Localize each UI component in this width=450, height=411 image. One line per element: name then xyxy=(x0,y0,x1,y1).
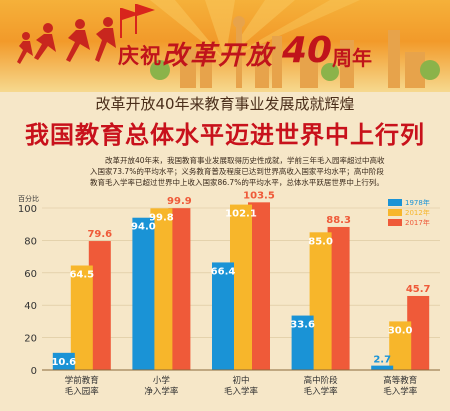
x-tick-label: 净入学率 xyxy=(144,386,179,397)
y-axis-label: 百分比 xyxy=(18,194,39,203)
bar xyxy=(230,204,252,370)
subtitle: 改革开放40年来教育事业发展成就辉煌 xyxy=(95,95,355,113)
data-label: 94.0 xyxy=(131,222,156,233)
data-label: 45.7 xyxy=(406,284,431,295)
bar xyxy=(389,321,412,370)
data-label: 10.6 xyxy=(51,357,76,368)
data-label: 99.9 xyxy=(167,196,192,207)
x-tick-label: 学前教育 xyxy=(65,375,99,386)
bar xyxy=(150,208,173,370)
y-tick-label: 20 xyxy=(24,334,37,345)
y-tick-label: 0 xyxy=(31,366,37,377)
runner-silhouettes xyxy=(17,17,116,64)
data-label: 33.6 xyxy=(290,320,315,331)
bar xyxy=(70,265,93,370)
data-label: 102.1 xyxy=(225,209,257,220)
data-label: 88.3 xyxy=(326,215,351,226)
data-label: 2.7 xyxy=(373,355,391,366)
flags xyxy=(120,4,155,38)
x-tick-label: 小学 xyxy=(153,375,171,386)
bar xyxy=(52,352,75,370)
data-label: 99.8 xyxy=(149,212,174,223)
anniversary-script: 改革开放 xyxy=(162,41,275,71)
x-tick-label: 毛入学率 xyxy=(304,386,339,397)
banner-illustration xyxy=(17,0,440,88)
data-label: 85.0 xyxy=(308,236,333,247)
anniversary-title: 庆祝 改革开放 40 周年 xyxy=(118,30,378,73)
bar xyxy=(371,365,394,370)
legend-label: 2017年 xyxy=(405,218,430,227)
sunburst-ray xyxy=(205,0,235,60)
legend-label: 2012年 xyxy=(405,208,430,217)
bar xyxy=(248,202,270,370)
x-tick-label: 高中阶段 xyxy=(304,375,339,386)
trees xyxy=(150,60,440,81)
legend-swatch xyxy=(388,219,402,226)
anniversary-tail: 周年 xyxy=(332,46,372,70)
bar xyxy=(291,315,314,370)
bar xyxy=(407,295,430,370)
legend-swatch xyxy=(388,199,402,206)
data-label: 103.5 xyxy=(243,190,275,201)
y-tick-label: 60 xyxy=(24,269,37,280)
x-tick-label: 毛入学率 xyxy=(383,386,418,397)
intro-paragraph: 改革开放40年来，我国教育事业发展取得历史性成就，学前三年毛入园率超过中高收入国… xyxy=(90,156,385,187)
y-tick-label: 40 xyxy=(24,301,37,312)
legend-label: 1978年 xyxy=(405,198,430,207)
bar xyxy=(168,208,191,370)
legend-swatch xyxy=(388,209,402,216)
x-tick-label: 高等教育 xyxy=(383,375,417,386)
data-label: 79.6 xyxy=(87,229,112,240)
y-tick-label: 80 xyxy=(24,236,37,247)
data-label: 30.0 xyxy=(388,325,413,336)
bar xyxy=(309,232,332,370)
x-tick-label: 毛入园率 xyxy=(65,386,100,397)
data-label: 64.5 xyxy=(69,270,94,281)
bar xyxy=(212,262,234,370)
x-tick-label: 初中 xyxy=(232,375,249,386)
city-skyline xyxy=(180,16,425,88)
bar xyxy=(327,226,350,370)
bar xyxy=(132,217,155,370)
sunburst-ray xyxy=(150,0,225,60)
x-tick-label: 毛入学率 xyxy=(224,386,259,397)
banner: 庆祝 改革开放 40 周年 xyxy=(0,0,450,92)
anniversary-number: 40 xyxy=(282,30,333,71)
headline: 我国教育总体水平迈进世界中上行列 xyxy=(25,121,425,149)
data-label: 66.4 xyxy=(211,266,236,277)
bar xyxy=(88,241,111,370)
anniversary-lead: 庆祝 xyxy=(118,44,162,68)
sunburst-ray xyxy=(225,0,295,60)
y-tick-label: 100 xyxy=(18,204,37,215)
